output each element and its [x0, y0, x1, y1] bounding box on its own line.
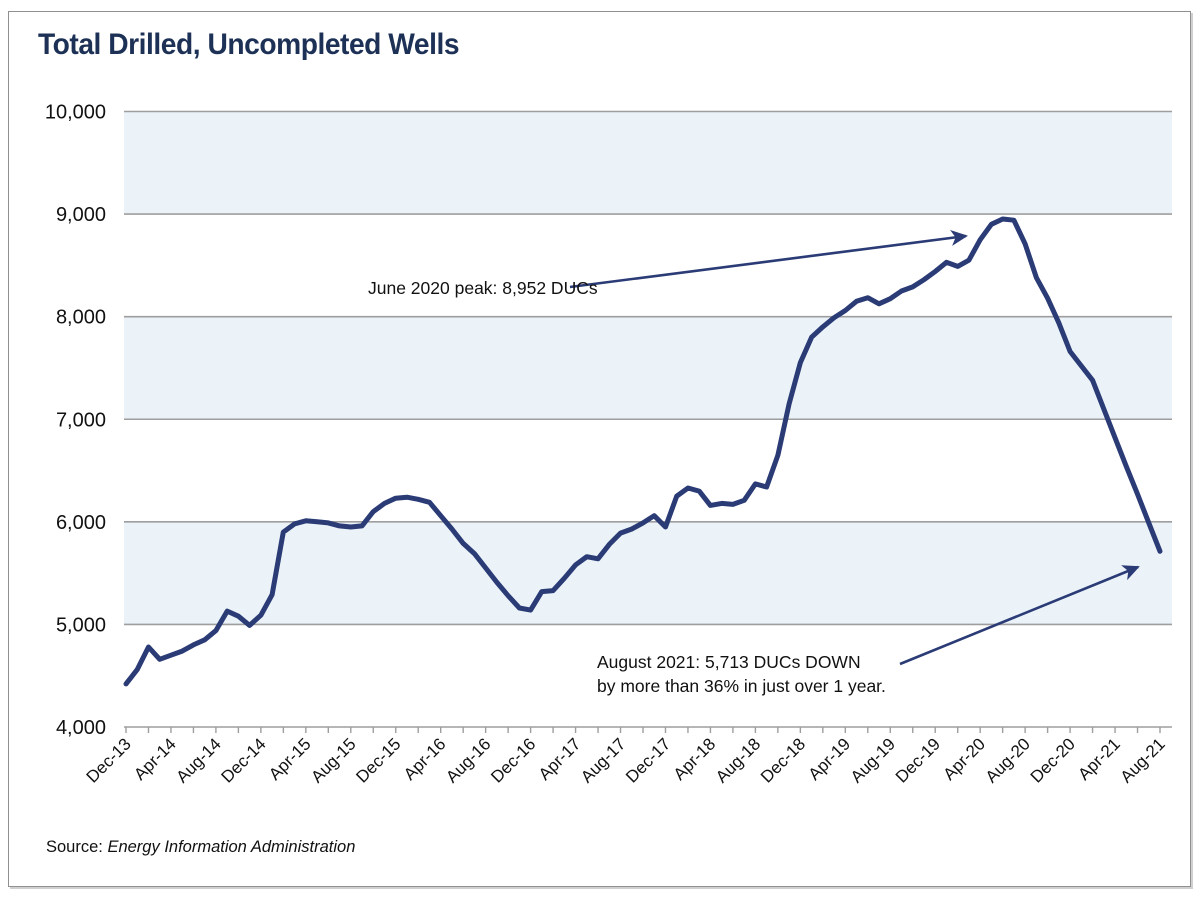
x-axis-label: Apr-20 — [939, 734, 989, 784]
x-axis-label: Apr-14 — [130, 734, 180, 784]
x-axis-label: Aug-19 — [847, 734, 899, 786]
x-axis-label: Dec-16 — [487, 734, 539, 786]
duc-data-line — [123, 216, 1163, 687]
shaded-bands — [124, 111, 1172, 625]
end-annotation-line2: by more than 36% in just over 1 year. — [597, 676, 886, 696]
x-axis-label: Apr-19 — [805, 734, 855, 784]
x-axis-label: Apr-18 — [670, 734, 720, 784]
x-axis-label: Dec-18 — [757, 734, 809, 786]
chart-title: Total Drilled, Uncompleted Wells — [38, 28, 460, 61]
x-axis-label: Aug-16 — [442, 734, 494, 786]
x-axis-label: Dec-17 — [622, 734, 674, 786]
y-axis-label: 7,000 — [56, 409, 106, 431]
source-note: Source: Energy Information Administratio… — [46, 838, 355, 857]
x-axis-label: Aug-18 — [712, 734, 764, 786]
x-axis-label: Aug-17 — [577, 734, 629, 786]
x-axis-ticks — [125, 727, 1161, 733]
x-axis-labels: Dec-13Apr-14Aug-14Dec-14Apr-15Aug-15Dec-… — [83, 734, 1169, 786]
x-axis-label: Apr-21 — [1074, 734, 1124, 784]
x-axis-label: Apr-16 — [400, 734, 450, 784]
source-prefix: Source: — [46, 838, 108, 856]
annotation-arrows — [569, 229, 1140, 666]
x-axis-label: Dec-20 — [1027, 734, 1079, 786]
shaded-band — [124, 316, 1172, 420]
x-axis-label: Aug-21 — [1117, 734, 1169, 786]
x-axis-label: Dec-14 — [218, 734, 270, 786]
x-axis-label: Dec-19 — [892, 734, 944, 786]
x-axis-label: Apr-17 — [535, 734, 585, 784]
annotation-arrow — [569, 229, 968, 289]
shaded-band — [124, 521, 1172, 625]
shaded-band — [124, 111, 1172, 215]
y-axis-labels: 4,000 5,000 6,000 7,000 8,000 9,000 10,000 — [45, 102, 106, 740]
x-axis-label: Apr-15 — [265, 734, 315, 784]
annotation-arrow — [899, 565, 1140, 666]
end-annotation-line1: August 2021: 5,713 DUCs DOWN — [597, 652, 861, 672]
y-axis-label: 5,000 — [56, 614, 106, 636]
x-axis-label: Dec-15 — [352, 734, 404, 786]
x-axis-label: Aug-15 — [307, 734, 359, 786]
x-axis-label: Aug-14 — [173, 734, 225, 786]
y-axis-label: 10,000 — [45, 102, 106, 124]
source-name: Energy Information Administration — [107, 838, 356, 856]
peak-annotation: June 2020 peak: 8,952 DUCs — [368, 278, 598, 298]
y-axis-label: 9,000 — [56, 204, 106, 226]
y-axis-label: 6,000 — [56, 512, 106, 534]
y-axis-label: 4,000 — [56, 717, 106, 739]
x-axis-label: Dec-13 — [83, 734, 135, 786]
x-axis-label: Aug-20 — [982, 734, 1034, 786]
end-annotation: August 2021: 5,713 DUCs DOWN by more tha… — [597, 650, 886, 698]
y-axis-label: 8,000 — [56, 307, 106, 329]
